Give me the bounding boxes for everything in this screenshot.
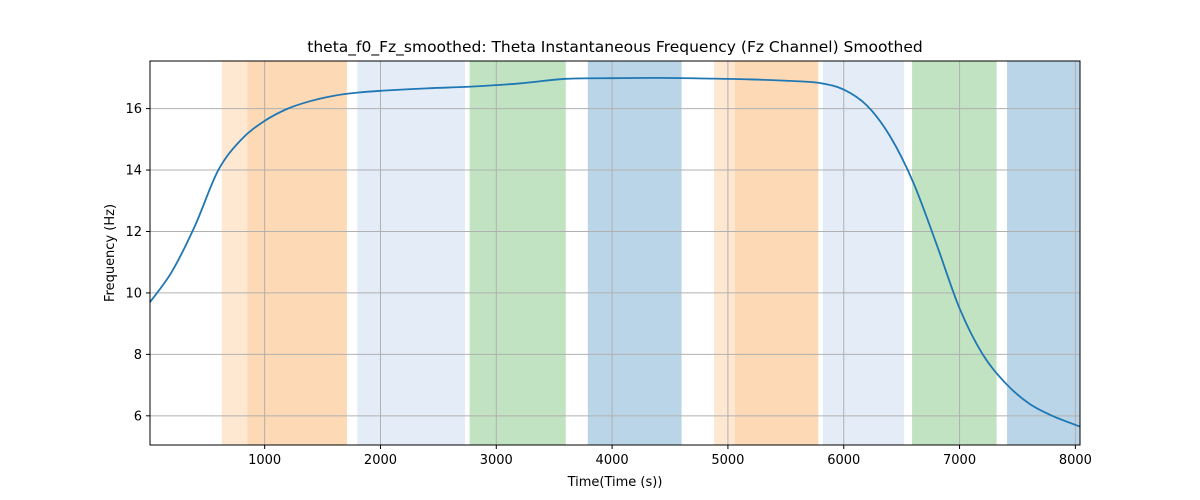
y-tick-label: 6 [134, 409, 142, 424]
series-layer [149, 76, 1081, 428]
x-axis-label: Time(Time (s)) [567, 475, 663, 490]
band-1 [221, 61, 249, 445]
y-tick-label: 12 [125, 225, 142, 240]
y-tick-label: 8 [134, 348, 142, 363]
x-tick-label: 6000 [827, 453, 860, 468]
x-tick-label: 2000 [364, 453, 397, 468]
band-9 [912, 61, 997, 445]
band-5 [587, 61, 682, 445]
y-tick-label: 10 [125, 286, 142, 301]
band-2 [247, 61, 347, 445]
x-tick-label: 7000 [943, 453, 976, 468]
x-tick-label: 5000 [711, 453, 744, 468]
grid-lines [150, 61, 1080, 445]
x-tick-label: 8000 [1059, 453, 1092, 468]
series-line-1 [149, 76, 1081, 428]
highlight-bands [221, 61, 1080, 445]
y-tick-label: 16 [125, 102, 142, 117]
x-axis-ticks: 1000 2000 3000 4000 5000 6000 7000 8000 [248, 445, 1092, 468]
band-3 [357, 61, 466, 445]
y-axis-ticks: 6 8 10 12 14 16 [125, 102, 150, 424]
plot-frame [149, 60, 1081, 446]
band-8 [822, 61, 904, 445]
x-tick-label: 4000 [596, 453, 629, 468]
x-tick-label: 3000 [480, 453, 513, 468]
y-axis-label: Frequency (Hz) [103, 204, 118, 302]
band-10 [1007, 61, 1080, 445]
band-7 [734, 61, 819, 445]
band-4 [469, 61, 566, 445]
y-tick-label: 14 [125, 164, 142, 179]
band-6 [714, 61, 735, 445]
x-tick-label: 1000 [248, 453, 281, 468]
chart-title: theta_f0_Fz_smoothed: Theta Instantaneou… [307, 38, 922, 57]
